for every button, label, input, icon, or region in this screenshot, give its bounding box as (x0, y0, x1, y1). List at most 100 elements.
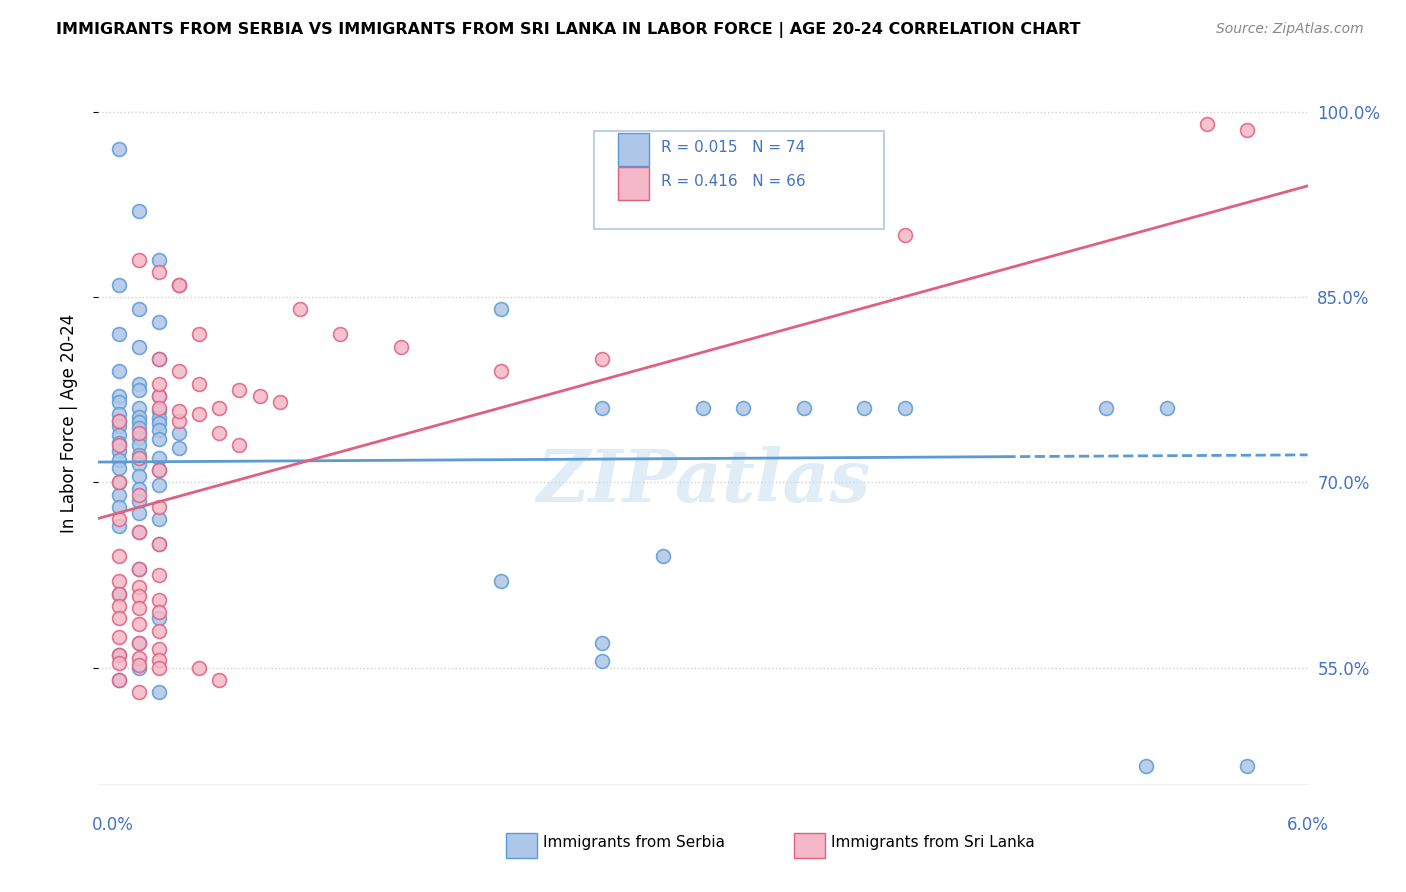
Point (148, 389, 170, 403)
Point (107, 475, 129, 490)
Point (107, 512, 129, 526)
Point (389, 339, 412, 353)
Point (148, 512, 170, 526)
Point (107, 500, 129, 514)
Point (148, 424, 170, 438)
Point (128, 601, 150, 615)
Point (128, 636, 150, 650)
Point (651, 549, 673, 564)
Point (148, 265, 170, 279)
Point (1195, 117, 1218, 131)
Point (107, 488, 129, 502)
Point (128, 450, 150, 465)
Point (128, 431, 150, 445)
Point (288, 302, 311, 317)
Point (208, 401, 231, 416)
Point (107, 435, 129, 450)
Point (128, 438, 150, 452)
Point (148, 432, 170, 446)
Point (128, 302, 150, 317)
Point (491, 574, 513, 589)
Point (107, 142, 129, 156)
Point (107, 673, 129, 687)
Point (591, 636, 613, 650)
Point (733, 401, 755, 416)
Point (128, 488, 150, 502)
Point (107, 327, 129, 342)
Point (1236, 759, 1258, 773)
Point (188, 660, 211, 674)
Point (148, 568, 170, 582)
Point (128, 376, 150, 391)
FancyBboxPatch shape (619, 167, 648, 200)
Point (128, 685, 150, 699)
Point (107, 518, 129, 533)
Point (128, 617, 150, 632)
Text: ZIPatlas: ZIPatlas (536, 446, 870, 517)
Point (167, 414, 190, 428)
Point (148, 403, 170, 417)
Point (329, 327, 352, 342)
Point (107, 549, 129, 564)
Point (208, 425, 231, 440)
Point (128, 524, 150, 539)
Text: R = 0.015   N = 74: R = 0.015 N = 74 (661, 140, 804, 155)
Point (148, 315, 170, 329)
Point (128, 562, 150, 576)
Point (107, 428, 129, 442)
Point (128, 482, 150, 496)
Text: Immigrants from Serbia: Immigrants from Serbia (543, 836, 724, 850)
Point (148, 537, 170, 551)
Point (107, 656, 129, 670)
Point (128, 506, 150, 520)
Point (1236, 123, 1258, 137)
Point (167, 277, 190, 292)
Point (148, 463, 170, 477)
Point (148, 351, 170, 366)
Point (591, 655, 613, 669)
Point (107, 277, 129, 292)
Point (128, 494, 150, 508)
Point (167, 403, 190, 417)
Point (107, 574, 129, 589)
Point (107, 586, 129, 600)
Point (148, 642, 170, 657)
Point (148, 389, 170, 403)
Point (148, 611, 170, 625)
Point (107, 364, 129, 378)
Point (107, 630, 129, 644)
Point (188, 376, 211, 391)
Point (128, 524, 150, 539)
Point (128, 421, 150, 435)
Point (148, 605, 170, 619)
Point (128, 636, 150, 650)
Point (148, 416, 170, 430)
Point (1135, 759, 1157, 773)
Point (148, 463, 170, 477)
Point (148, 660, 170, 674)
Point (128, 562, 150, 576)
Point (148, 685, 170, 699)
Point (107, 586, 129, 600)
Point (1156, 401, 1178, 416)
Point (107, 611, 129, 625)
Point (491, 302, 513, 317)
Point (128, 448, 150, 462)
Point (208, 673, 231, 687)
Point (107, 460, 129, 475)
Point (128, 650, 150, 665)
Point (148, 500, 170, 514)
Point (491, 364, 513, 378)
Point (128, 469, 150, 483)
FancyBboxPatch shape (595, 131, 884, 228)
Point (148, 351, 170, 366)
Text: R = 0.416   N = 66: R = 0.416 N = 66 (661, 174, 806, 189)
Text: Source: ZipAtlas.com: Source: ZipAtlas.com (1216, 22, 1364, 37)
Text: IMMIGRANTS FROM SERBIA VS IMMIGRANTS FROM SRI LANKA IN LABOR FORCE | AGE 20-24 C: IMMIGRANTS FROM SERBIA VS IMMIGRANTS FRO… (56, 22, 1081, 38)
Text: Immigrants from Sri Lanka: Immigrants from Sri Lanka (831, 836, 1035, 850)
Point (148, 653, 170, 667)
Point (167, 277, 190, 292)
Y-axis label: In Labor Force | Age 20-24: In Labor Force | Age 20-24 (59, 314, 77, 533)
Point (249, 389, 271, 403)
Point (148, 450, 170, 465)
